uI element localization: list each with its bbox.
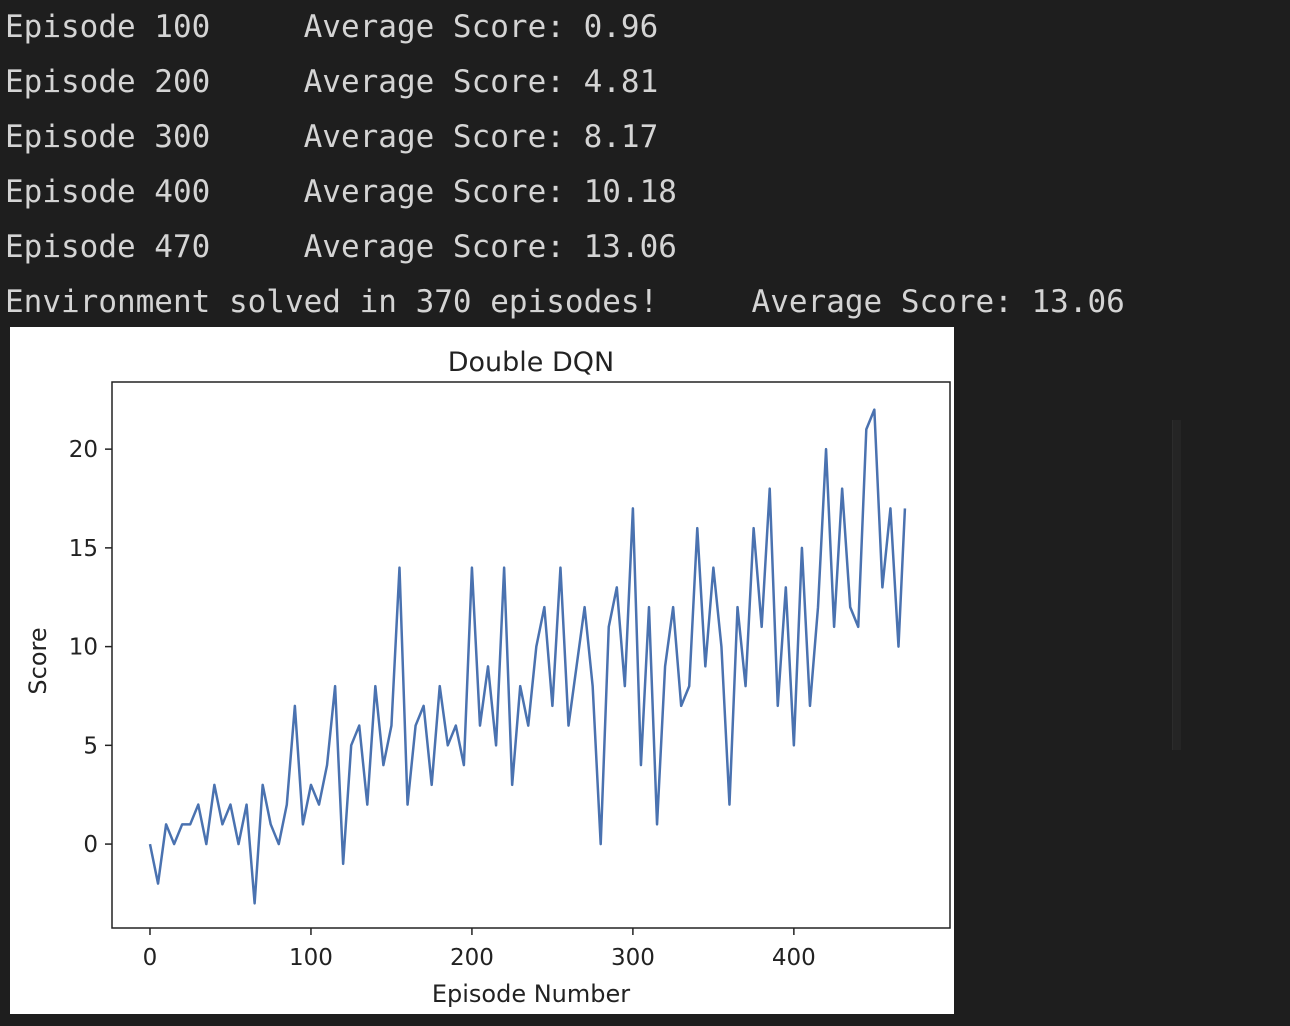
console-line: Episode 200 Average Score: 4.81 (5, 64, 659, 100)
x-tick-label: 200 (450, 945, 494, 971)
console-output: Episode 100 Average Score: 0.96 Episode 2… (5, 0, 1125, 330)
x-tick-label: 300 (611, 945, 655, 971)
x-tick-label: 0 (143, 945, 158, 971)
console-line: Episode 300 Average Score: 8.17 (5, 119, 659, 155)
x-tick-label: 400 (772, 945, 816, 971)
y-tick-label: 5 (83, 733, 98, 759)
scrollbar (1172, 420, 1181, 750)
console-line: Episode 470 Average Score: 13.06 (5, 229, 677, 265)
y-axis-label: Score (24, 627, 52, 694)
y-tick-label: 15 (69, 536, 98, 562)
y-tick-label: 10 (69, 635, 98, 661)
chart-title: Double DQN (448, 347, 615, 378)
x-tick-label: 100 (289, 945, 333, 971)
console-line: Episode 100 Average Score: 0.96 (5, 9, 659, 45)
score-line (148, 408, 907, 905)
console-line: Episode 400 Average Score: 10.18 (5, 174, 677, 210)
plot-frame (111, 381, 951, 929)
x-axis-label: Episode Number (432, 980, 630, 1008)
y-tick-label: 0 (83, 832, 98, 858)
console-line: Environment solved in 370 episodes! Aver… (5, 284, 1125, 320)
y-tick-label: 20 (69, 437, 98, 463)
